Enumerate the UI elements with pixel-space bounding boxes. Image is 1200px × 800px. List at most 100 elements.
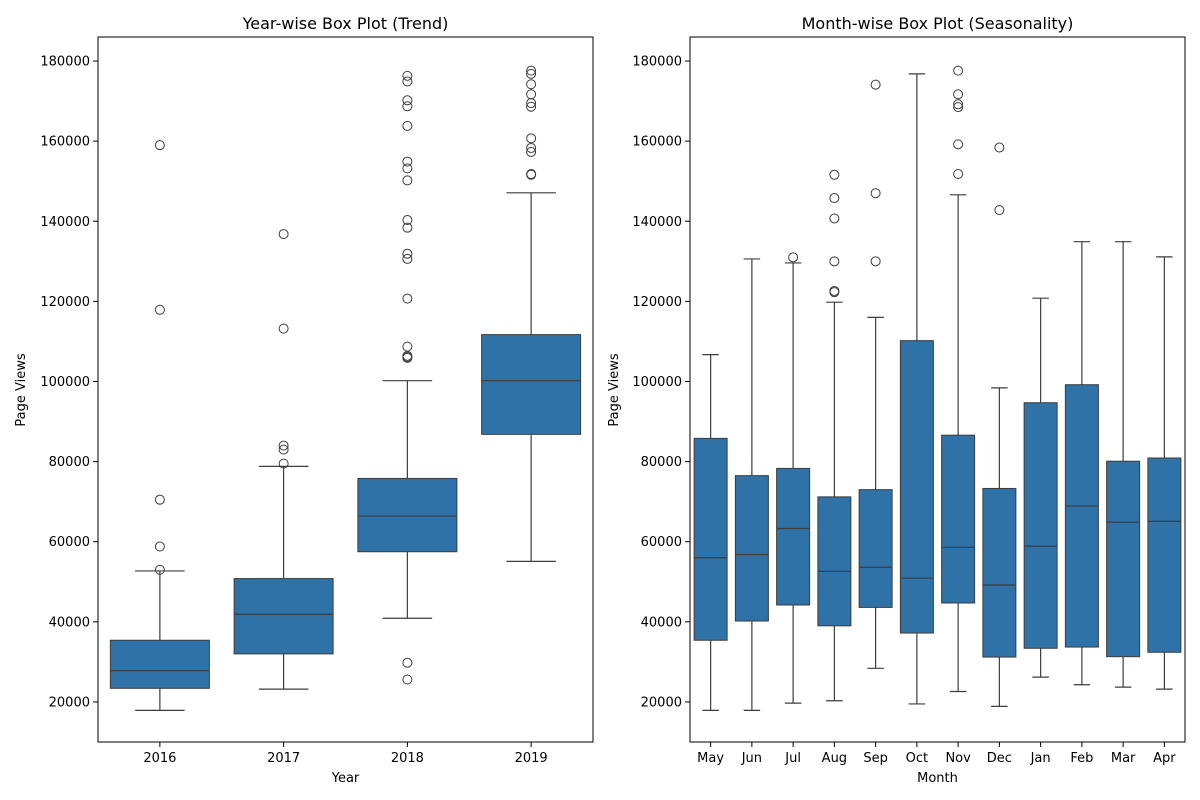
iqr-box [1106, 460, 1141, 658]
x-tick-label: Mar [1111, 751, 1136, 766]
box-group [1147, 256, 1182, 690]
outlier-point [829, 213, 840, 224]
x-tick-label: 2016 [143, 751, 176, 766]
x-axis: May Jun Jul Aug Sep Oct Nov Dec Jan Feb Mar Apr [697, 742, 1176, 766]
y-tick-label: 120000 [632, 295, 682, 310]
outlier-point [402, 76, 413, 87]
x-axis-title: Month [917, 771, 958, 786]
box-group [817, 169, 852, 702]
box-group [982, 142, 1017, 707]
iqr-box [1147, 457, 1182, 653]
boxes [693, 65, 1182, 711]
x-tick-label: Jan [1030, 751, 1051, 766]
plot-frame [97, 36, 594, 743]
outlier-point [994, 142, 1005, 153]
outlier-point [829, 169, 840, 180]
y-tick-label: 140000 [40, 215, 90, 230]
y-tick-label: 60000 [49, 535, 90, 550]
iqr-box [357, 477, 458, 553]
iqr-box [1023, 402, 1058, 649]
x-tick-label: May [697, 751, 724, 766]
outlier-point [154, 140, 165, 151]
outlier-point [278, 458, 289, 469]
boxes [109, 65, 582, 711]
x-tick-label: 2018 [391, 751, 424, 766]
month-wise-box-plot: Month-wise Box Plot (Seasonality) Month … [607, 14, 1186, 786]
box-group [357, 70, 458, 685]
x-tick-label: Sep [863, 751, 888, 766]
outlier-point [526, 169, 537, 180]
y-tick-label: 20000 [49, 695, 90, 710]
outlier-point [526, 101, 537, 112]
x-tick-label: Feb [1070, 751, 1093, 766]
x-tick-label: Apr [1153, 751, 1176, 766]
outlier-point [829, 256, 840, 267]
box-group [109, 140, 210, 711]
outlier-point [402, 253, 413, 264]
outlier-point [953, 102, 964, 113]
outlier-point [154, 564, 165, 575]
y-tick-label: 100000 [40, 375, 90, 390]
iqr-box [776, 467, 811, 606]
outlier-point [154, 304, 165, 315]
outlier-point [402, 163, 413, 174]
outlier-point [526, 89, 537, 100]
outlier-point [994, 205, 1005, 216]
outlier-point [402, 352, 413, 363]
y-axis: 20000 40000 60000 80000 100000 120000 140000 16… [40, 55, 98, 710]
box-group [776, 252, 811, 704]
x-tick-label: Dec [987, 751, 1012, 766]
year-wise-box-plot: Year-wise Box Plot (Trend) Year Page Vie… [14, 14, 594, 786]
y-tick-label: 60000 [641, 535, 682, 550]
outlier-point [402, 293, 413, 304]
iqr-box [941, 434, 976, 604]
outlier-point [829, 287, 840, 298]
y-tick-label: 160000 [632, 135, 682, 150]
outlier-point [402, 341, 413, 352]
outlier-point [154, 541, 165, 552]
outlier-point [870, 188, 881, 199]
y-tick-label: 160000 [40, 135, 90, 150]
box-group [233, 229, 334, 690]
iqr-box [858, 489, 893, 608]
outlier-point [278, 229, 289, 240]
box-group [1106, 241, 1141, 688]
outlier-point [953, 139, 964, 150]
plot-frame [689, 36, 1186, 743]
outlier-point [402, 215, 413, 226]
x-tick-label: Nov [945, 751, 971, 766]
x-tick-label: Aug [822, 751, 847, 766]
x-tick-label: Oct [906, 751, 928, 766]
outlier-point [402, 657, 413, 668]
y-tick-label: 80000 [641, 455, 682, 470]
outlier-point [526, 79, 537, 90]
x-tick-label: 2017 [267, 751, 300, 766]
outlier-point [526, 68, 537, 79]
box-group [858, 79, 893, 669]
outlier-point [526, 98, 537, 109]
outlier-point [402, 156, 413, 167]
outlier-point [526, 146, 537, 157]
outlier-point [154, 494, 165, 505]
y-tick-label: 180000 [40, 55, 90, 70]
box-group [734, 258, 769, 711]
iqr-box [734, 475, 769, 622]
y-tick-label: 20000 [641, 695, 682, 710]
outlier-point [870, 79, 881, 90]
outlier-point [953, 89, 964, 100]
x-tick-label: Jun [741, 751, 762, 766]
outlier-point [278, 323, 289, 334]
box-group [1064, 241, 1099, 686]
x-axis: 2016 2017 2018 2019 [143, 742, 548, 766]
outlier-point [402, 101, 413, 112]
iqr-box [982, 487, 1017, 658]
x-tick-label: Jul [784, 751, 801, 766]
outlier-point [278, 440, 289, 451]
y-axis-title: Page Views [14, 353, 29, 426]
box-group [941, 65, 976, 693]
outlier-point [953, 65, 964, 76]
x-axis-title: Year [331, 771, 360, 786]
box-group [899, 73, 934, 705]
outlier-point [526, 142, 537, 153]
